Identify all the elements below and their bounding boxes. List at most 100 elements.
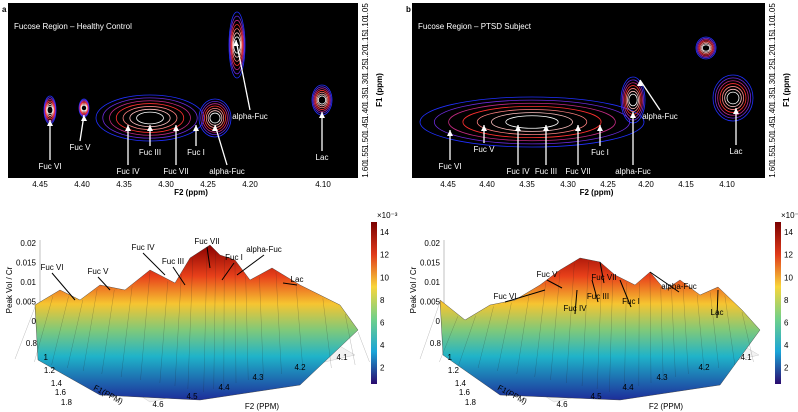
colorbar [775, 222, 781, 384]
contour-line [726, 91, 740, 105]
surface-mesh [638, 283, 640, 387]
annotation: alpha-Fuc [209, 167, 245, 176]
annotation: Fuc VII [194, 237, 219, 246]
annotation: Lac [291, 275, 304, 284]
surface-mesh [174, 274, 182, 387]
x-tick-label: 4.25 [600, 180, 616, 189]
x-tick-label: 4.1 [336, 353, 348, 362]
contour-line [462, 105, 602, 139]
surface-mesh [497, 302, 512, 372]
annotation: Fuc VI [38, 162, 61, 171]
x-tick-label: 4.5 [186, 392, 198, 401]
annotation: Lac [316, 153, 329, 162]
y-tick-label: 1.20 [768, 46, 777, 62]
z-axis-label: Peak Vol / Cr [409, 266, 418, 313]
contour-line [505, 115, 559, 129]
y-tick-label: 1.60 [768, 162, 777, 178]
annotation-arrow [504, 289, 546, 303]
y-tick-label: 0.8 [26, 339, 38, 348]
y-tick-label: 1.45 [361, 118, 370, 134]
surface [34, 244, 359, 401]
annotation-arrow [97, 276, 111, 291]
surface-mesh [67, 299, 83, 369]
x-tick-label: 4.40 [479, 180, 495, 189]
colorbar-tick-label: 4 [380, 341, 385, 350]
y-tick-label: 1.50 [768, 133, 777, 149]
contour-line [317, 95, 327, 105]
surface-mesh [660, 286, 664, 381]
x-tick-label: 4.3 [656, 373, 668, 382]
z-tick-label: 0 [32, 317, 37, 326]
x-tick-label: 4.30 [158, 180, 174, 189]
contour-line [714, 77, 752, 119]
surface-mesh [710, 292, 719, 369]
annotation: Fuc III [162, 257, 184, 266]
y-tick-label: 1.35 [361, 89, 370, 105]
z-tick-label: 0.01 [20, 278, 36, 287]
arrow-head [319, 112, 325, 118]
y-tick-label: 1.2 [448, 366, 460, 375]
x-axis-label: F2 (ppm) [174, 188, 208, 197]
colorbar-tick-label: 6 [380, 319, 385, 328]
y-tick-label: 1.40 [361, 104, 370, 120]
contour-line [229, 15, 245, 75]
surface-mesh [597, 265, 603, 390]
contour-line [45, 102, 55, 118]
annotation: alpha-Fuc [615, 167, 651, 176]
x-tick-label: 4.25 [200, 180, 216, 189]
y-tick-label: 1.60 [361, 162, 370, 178]
colorbar-tick-label: 2 [380, 364, 385, 373]
contour-line [721, 86, 745, 110]
annotation-arrow [206, 246, 211, 269]
x-tick-label: 4.40 [74, 180, 90, 189]
y-tick-label: 1.45 [768, 118, 777, 134]
colorbar-tick-label: 4 [784, 341, 789, 350]
surface-mesh [51, 296, 69, 366]
y-tick-label: 1.25 [768, 60, 777, 76]
contour-plot [412, 3, 765, 178]
colorbar-tick-label: 10 [784, 273, 793, 282]
y-tick-label: 1.6 [459, 388, 471, 397]
z-tick-label: 0.015 [16, 259, 37, 268]
z-tick-label: 0.005 [420, 298, 441, 307]
x-tick-label: 4.15 [678, 180, 694, 189]
y-tick-label: 1.15 [361, 32, 370, 48]
y-tick-label: 1.50 [361, 133, 370, 149]
contour-line [136, 111, 164, 125]
arrow-head [81, 115, 87, 121]
surface-mesh [624, 282, 627, 390]
surface-mesh [34, 296, 53, 363]
z-tick-label: 0.015 [420, 259, 441, 268]
annotation: Fuc IV [506, 167, 530, 176]
annotation: Fuc VII [163, 167, 188, 176]
y-tick-label: 1.20 [361, 46, 370, 62]
contour-line [315, 91, 329, 109]
annotation: alpha-Fuc [642, 112, 678, 121]
annotation-arrow [574, 289, 578, 315]
colorbar-tick-label: 12 [784, 251, 793, 260]
contour-line [313, 88, 331, 112]
contour-line [625, 88, 641, 112]
surface-mesh [697, 294, 705, 372]
contour-plot [8, 3, 358, 178]
contour-line [230, 19, 244, 71]
x-tick-label: 4.6 [556, 400, 568, 409]
arrow-head [515, 125, 521, 131]
annotation: Fuc VII [565, 167, 590, 176]
contour-line [202, 103, 228, 133]
z-tick-label: 0.01 [424, 278, 440, 287]
annotation: Fuc I [187, 148, 205, 157]
arrow-head [597, 125, 603, 131]
surface-mesh [357, 331, 370, 363]
x-tick-label: 4.4 [218, 383, 230, 392]
surface-mesh [159, 281, 168, 384]
y-axis-label: F1 (ppm) [782, 73, 791, 107]
annotation-arrow [639, 79, 661, 111]
annotation-arrow [619, 279, 632, 308]
annotation: Lac [711, 308, 724, 317]
surface-mesh [234, 261, 237, 384]
surface-mesh [245, 276, 249, 381]
y-tick-label: 1 [44, 353, 49, 362]
contour-line [712, 74, 754, 122]
contour-line [448, 102, 616, 142]
